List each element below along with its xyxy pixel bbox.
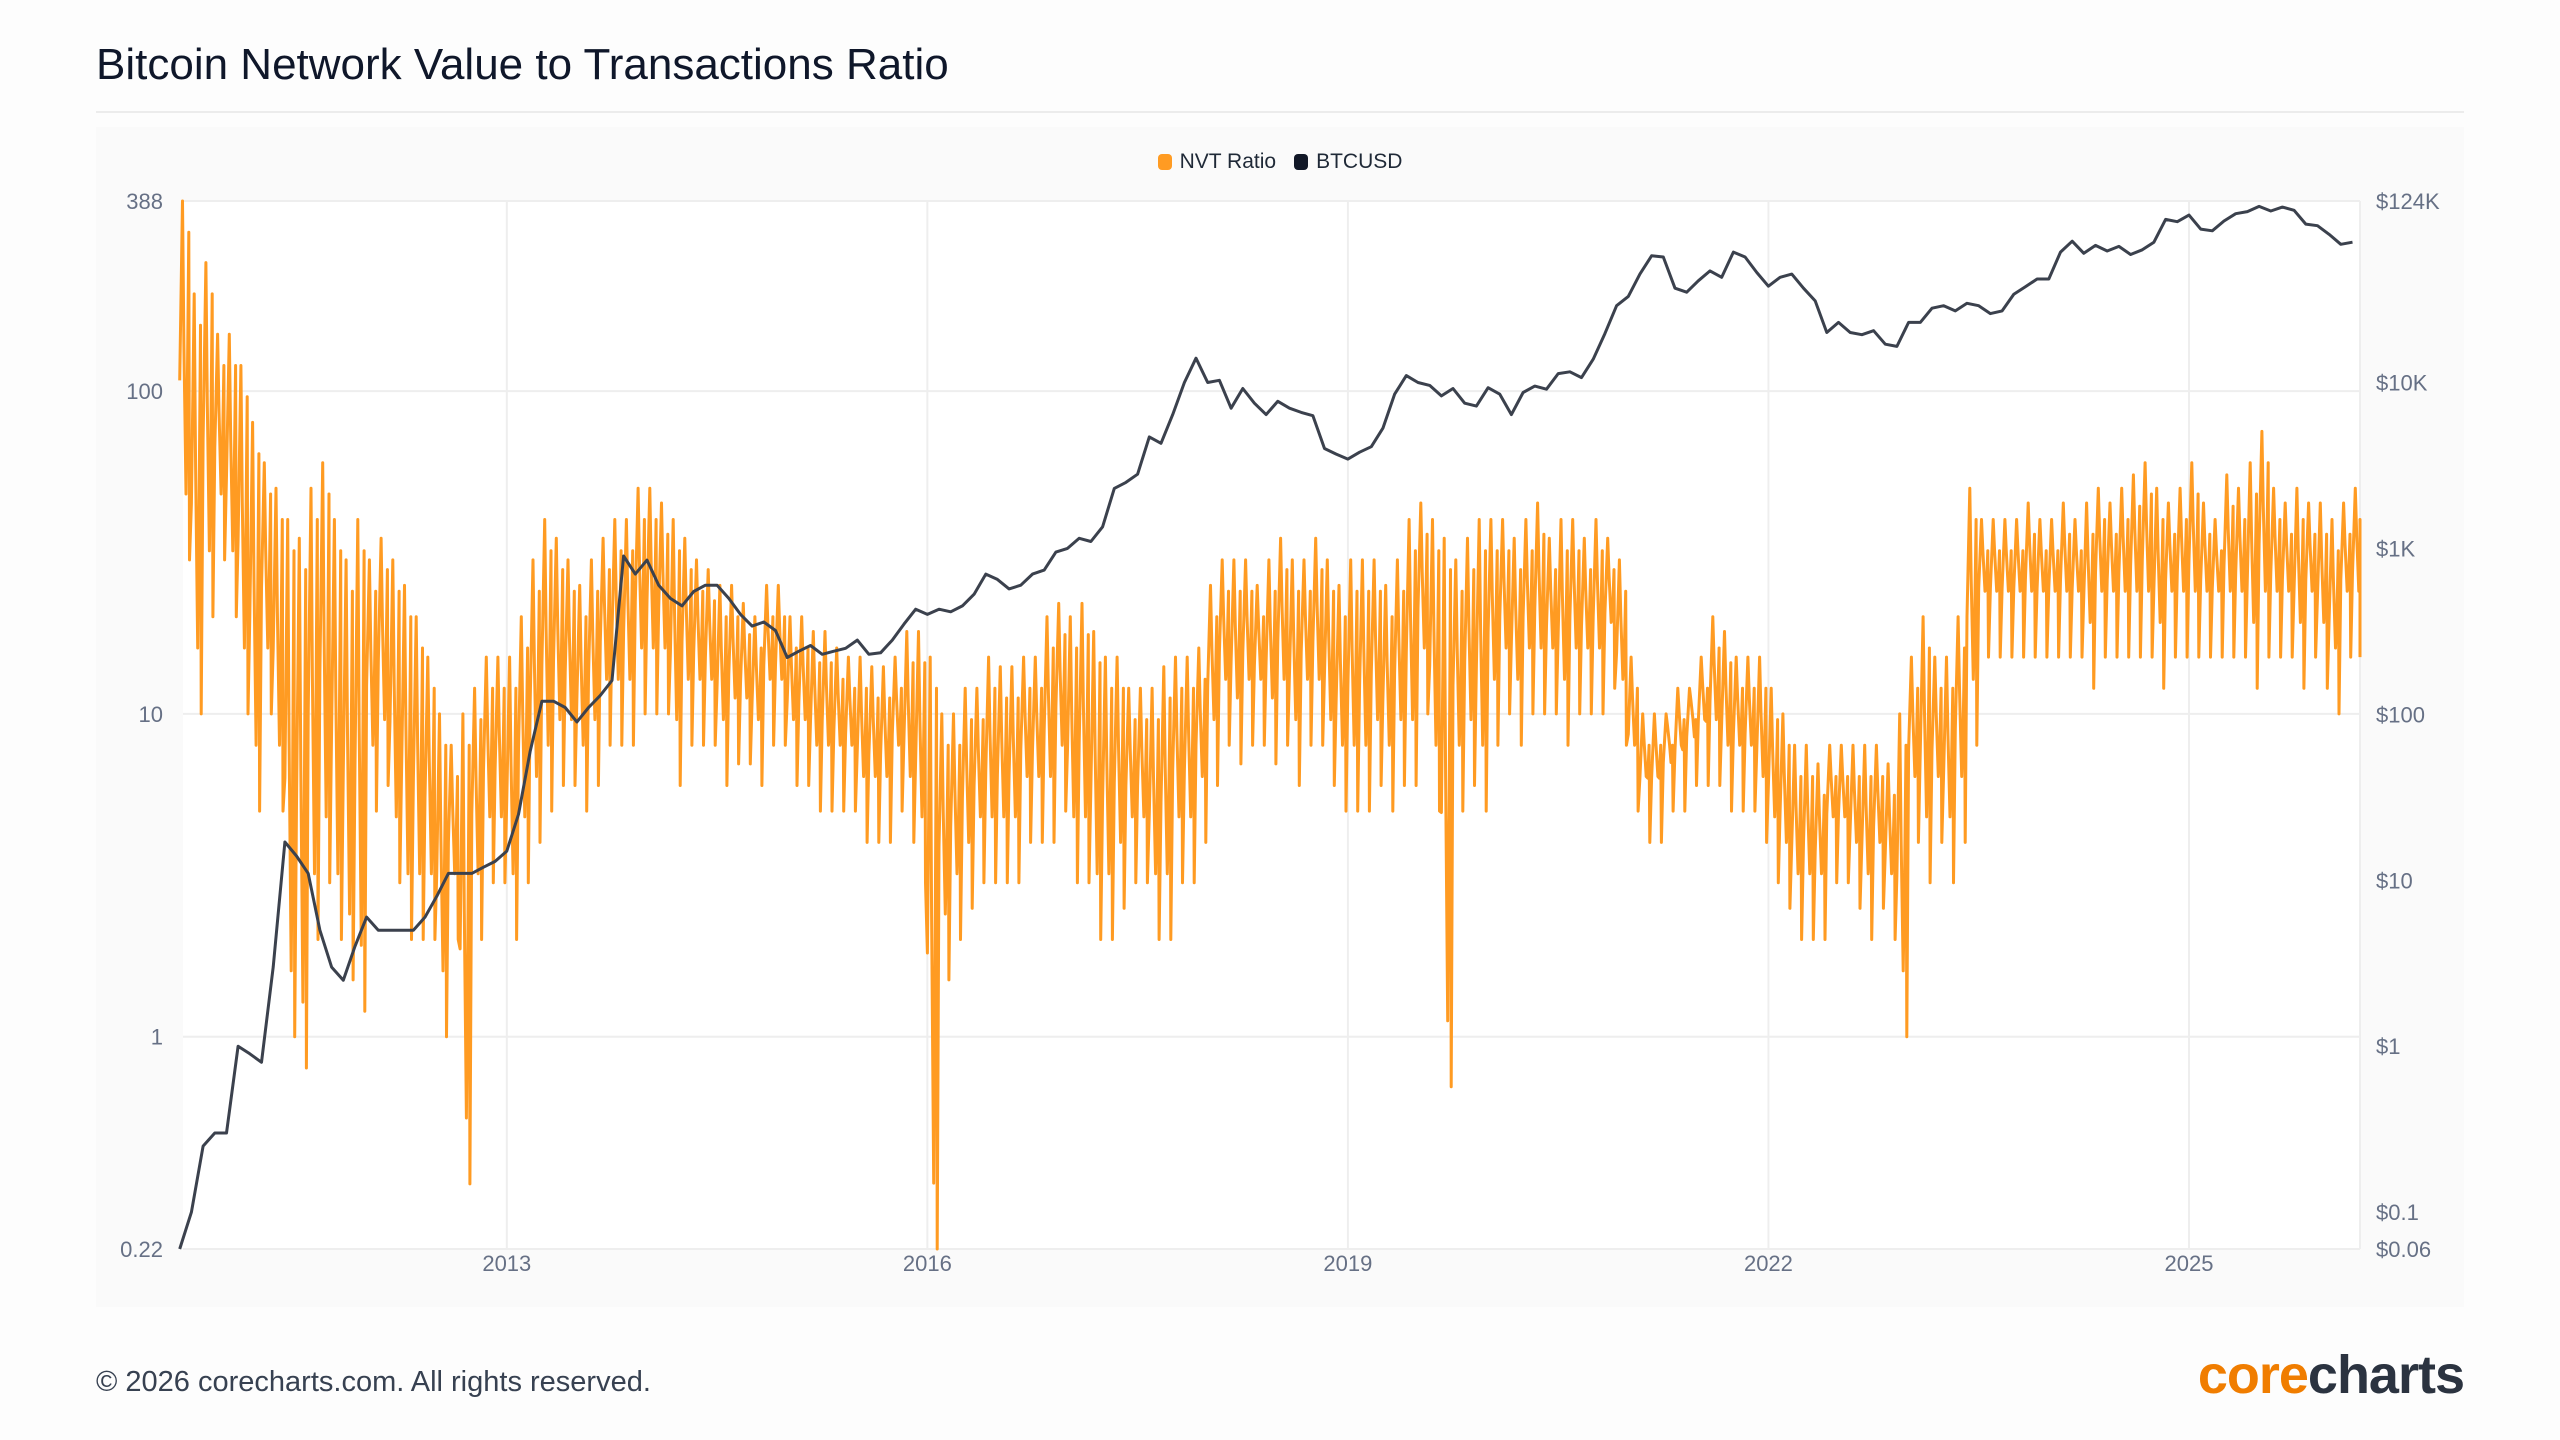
page-title: Bitcoin Network Value to Transactions Ra… bbox=[96, 40, 949, 89]
y-left-tick-label: 100 bbox=[126, 379, 163, 404]
y-right-tick-label: $1 bbox=[2376, 1034, 2400, 1059]
legend-item-nvt[interactable]: NVT Ratio bbox=[1157, 150, 1277, 174]
chart-legend: NVT Ratio BTCUSD bbox=[0, 150, 2560, 174]
y-right-tick-label: $10K bbox=[2376, 370, 2428, 395]
y-right-tick-label: $124K bbox=[2376, 189, 2440, 214]
x-tick-label: 2019 bbox=[1323, 1251, 1372, 1276]
title-divider bbox=[96, 111, 2464, 113]
y-left-tick-label: 1 bbox=[151, 1025, 163, 1050]
y-left-tick-label: 388 bbox=[126, 189, 163, 214]
corecharts-logo[interactable]: corecharts bbox=[2197, 1344, 2465, 1406]
x-tick-label: 2016 bbox=[903, 1251, 952, 1276]
y-right-tick-label: $0.06 bbox=[2376, 1237, 2431, 1262]
copyright-footer: © 2026 corecharts.com. All rights reserv… bbox=[96, 1366, 651, 1398]
y-left-tick-label: 0.22 bbox=[120, 1237, 163, 1262]
x-tick-label: 2013 bbox=[482, 1251, 531, 1276]
y-right-tick-label: $100 bbox=[2376, 702, 2425, 727]
logo-part-core: core bbox=[2197, 1345, 2309, 1405]
btcusd-series-line bbox=[178, 204, 2353, 1250]
x-tick-label: 2022 bbox=[1744, 1251, 1793, 1276]
y-right-tick-label: $10 bbox=[2376, 868, 2413, 893]
legend-swatch-btcusd bbox=[1294, 154, 1309, 170]
x-tick-label: 2025 bbox=[2165, 1251, 2214, 1276]
y-right-tick-label: $0.1 bbox=[2376, 1200, 2419, 1225]
nvt-ratio-series-line bbox=[178, 199, 2362, 1251]
y-right-tick-label: $1K bbox=[2376, 536, 2415, 561]
legend-item-btcusd[interactable]: BTCUSD bbox=[1294, 150, 1402, 174]
logo-part-charts: charts bbox=[2307, 1345, 2465, 1405]
legend-swatch-nvt bbox=[1157, 154, 1172, 170]
y-left-tick-label: 10 bbox=[139, 702, 163, 727]
legend-label-btcusd: BTCUSD bbox=[1316, 150, 1403, 173]
plot-area bbox=[183, 201, 2360, 1249]
legend-label-nvt: NVT Ratio bbox=[1179, 150, 1277, 173]
